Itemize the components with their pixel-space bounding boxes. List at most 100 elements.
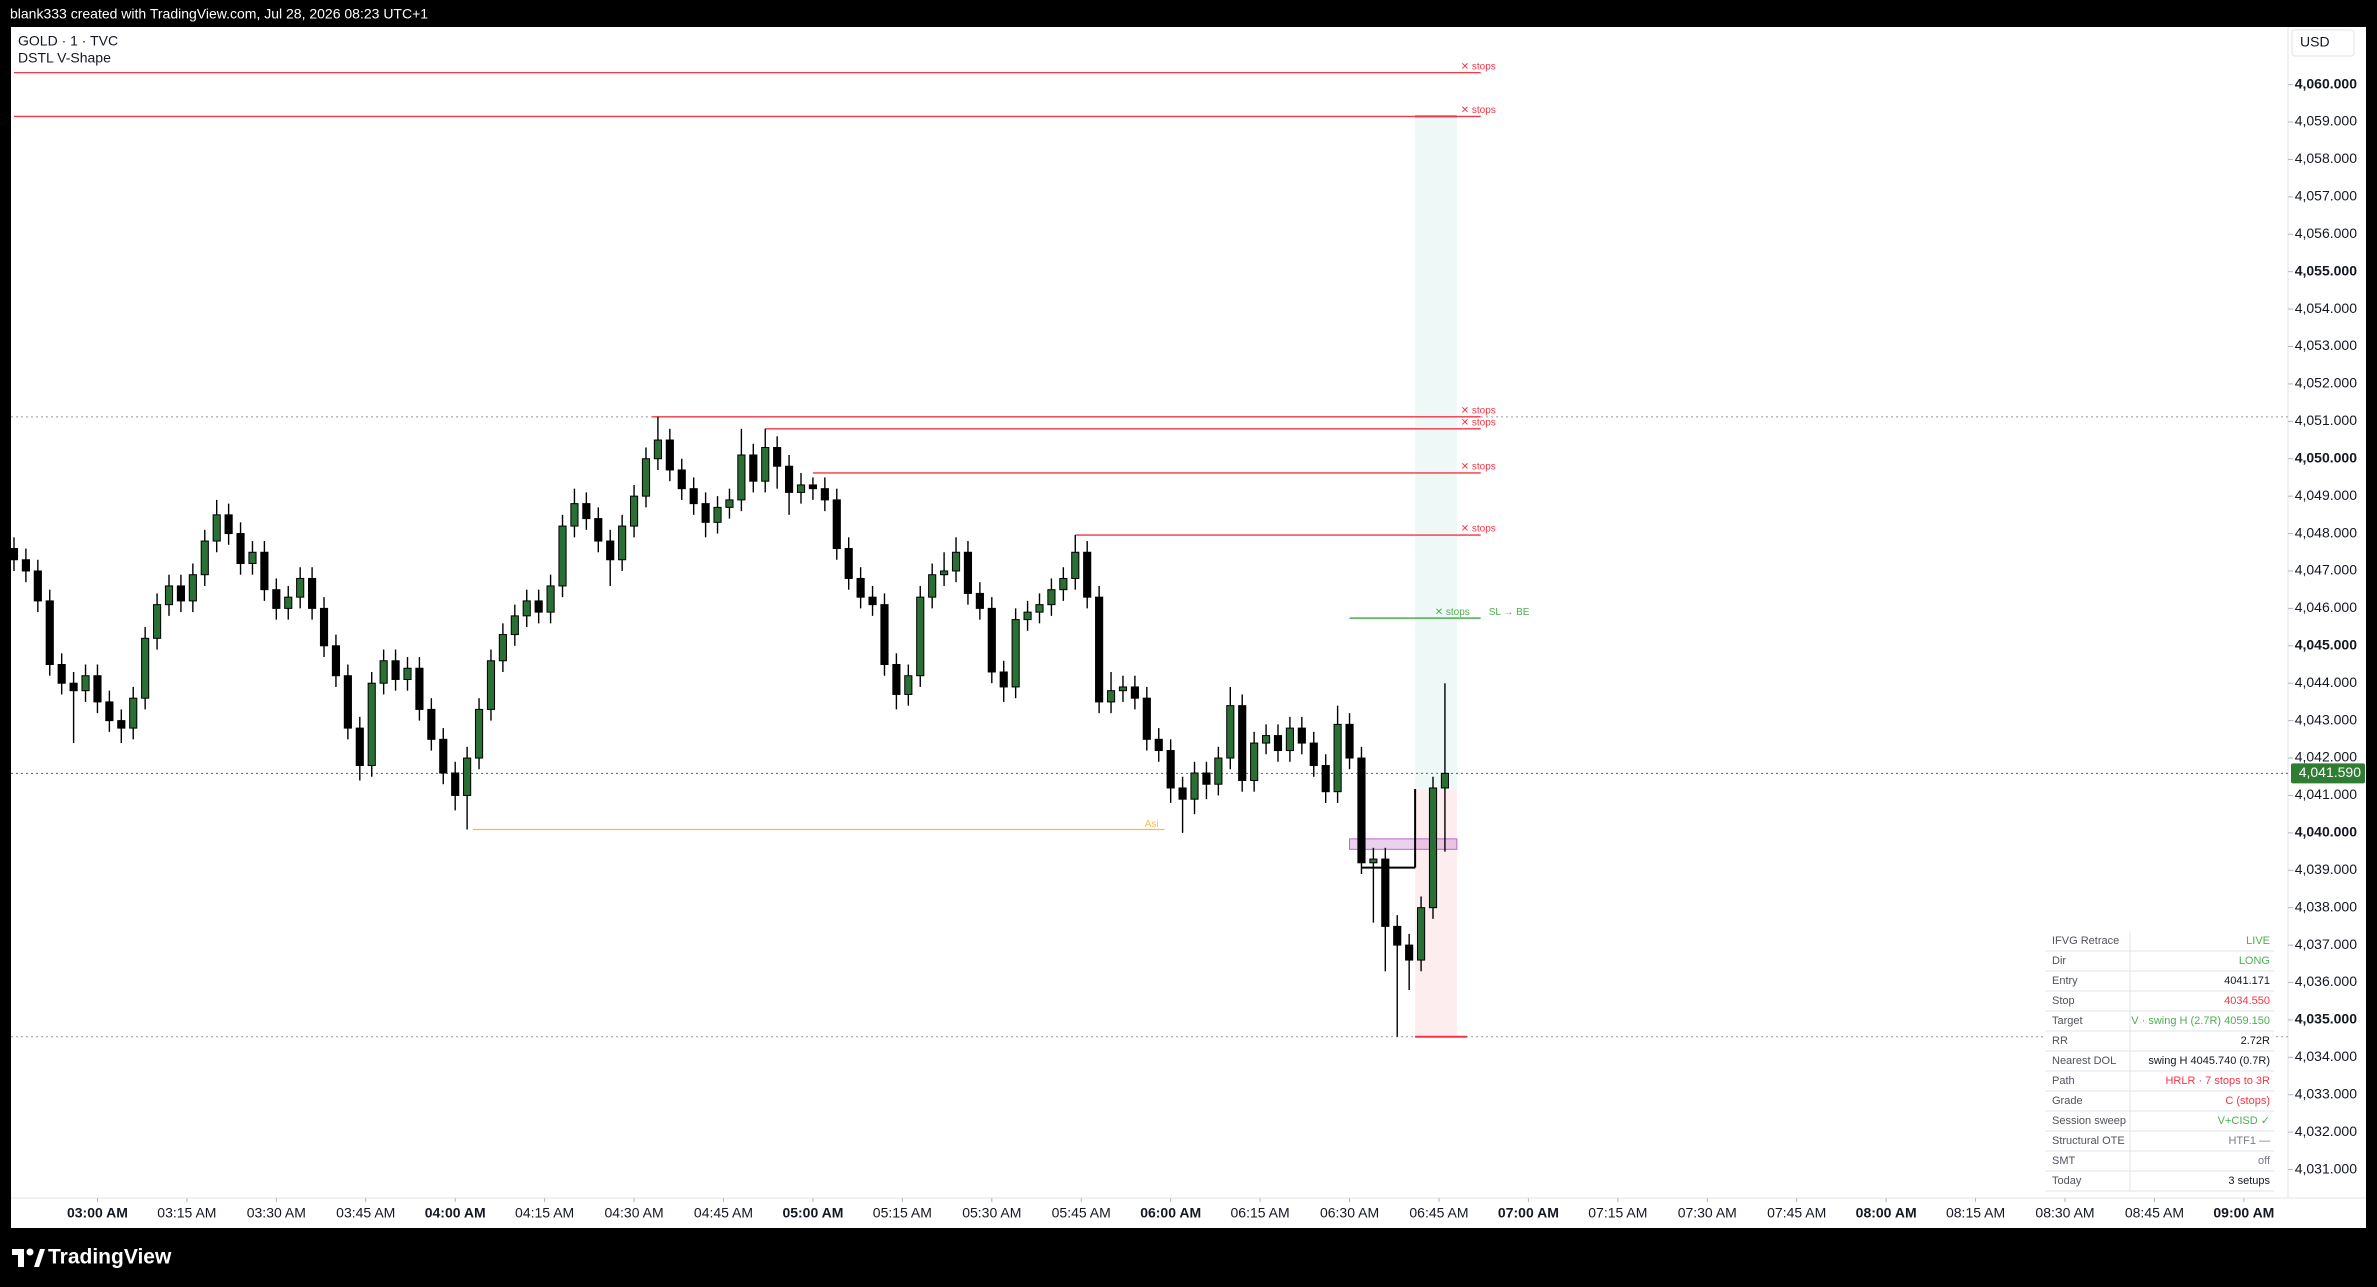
- candle-body: [975, 592, 984, 609]
- y-tick-label: 4,038.000: [2295, 898, 2357, 914]
- table-label: RR: [2052, 1035, 2068, 1047]
- currency[interactable]: USD: [2300, 34, 2330, 50]
- candle-body: [844, 548, 853, 579]
- candle-body: [1214, 757, 1223, 785]
- y-tick-label: 4,034.000: [2295, 1048, 2357, 1064]
- candle-body: [665, 439, 674, 471]
- y-tick-label: 4,058.000: [2295, 150, 2357, 166]
- table-value: 4034.550: [2224, 995, 2270, 1007]
- table-label: Session sweep: [2052, 1115, 2126, 1127]
- y-tick-label: 4,049.000: [2295, 487, 2357, 503]
- candle-body: [319, 607, 329, 647]
- candle-body: [451, 772, 460, 796]
- candle-body: [940, 570, 949, 576]
- stop-level-label: ✕ stops: [1461, 462, 1496, 473]
- last-price-label: 4,041.590: [2299, 764, 2361, 780]
- candle-body: [820, 488, 829, 501]
- be-level-label: ✕ stops: [1435, 607, 1470, 618]
- candle-body: [57, 664, 66, 684]
- candle-body: [582, 503, 591, 520]
- y-tick-label: 4,044.000: [2295, 674, 2357, 690]
- y-tick-label: 4,048.000: [2295, 524, 2357, 540]
- y-tick-label: 4,050.000: [2295, 449, 2357, 465]
- candle-body: [1369, 858, 1378, 864]
- table-value: 2.72R: [2241, 1035, 2270, 1047]
- candle-body: [284, 596, 293, 609]
- candle-body: [81, 675, 90, 692]
- candle-body: [45, 600, 54, 666]
- symbol: GOLD · 1 · TVC: [18, 33, 118, 49]
- candle-body: [1095, 596, 1104, 703]
- candle-body: [892, 664, 901, 695]
- y-tick-label: 4,054.000: [2295, 300, 2357, 316]
- table-value: HTF1 —: [2228, 1135, 2270, 1147]
- stop-level-label: ✕ stops: [1461, 524, 1496, 535]
- candle-body: [928, 574, 937, 598]
- table-value: 3 setups: [2228, 1175, 2270, 1187]
- y-tick-label: 4,035.000: [2295, 1011, 2357, 1027]
- stop-level-label: ✕ stops: [1461, 61, 1496, 72]
- candle-body: [355, 727, 364, 767]
- x-tick-label: 05:00 AM: [782, 1205, 843, 1221]
- x-tick-label: 06:15 AM: [1231, 1205, 1290, 1221]
- table-value: C (stops): [2225, 1095, 2270, 1107]
- candle-body: [379, 660, 388, 684]
- candle-body: [105, 701, 114, 722]
- stop-level-label: ✕ stops: [1461, 417, 1496, 428]
- candle-body: [796, 484, 806, 493]
- logo-part: [18, 1249, 24, 1267]
- candle-body: [272, 589, 281, 609]
- table-value: off: [2258, 1155, 2271, 1167]
- y-tick-label: 4,045.000: [2295, 636, 2357, 652]
- candle-body: [498, 634, 507, 662]
- candle-body: [1417, 907, 1426, 961]
- x-tick-label: 07:15 AM: [1588, 1205, 1647, 1221]
- y-tick-label: 4,046.000: [2295, 599, 2357, 615]
- x-tick-label: 05:45 AM: [1052, 1205, 1111, 1221]
- x-tick-label: 08:45 AM: [2125, 1205, 2184, 1221]
- candle-body: [164, 585, 174, 606]
- panel: [11, 27, 2366, 1228]
- candle-body: [1333, 723, 1342, 793]
- candle-body: [93, 675, 102, 703]
- candle-body: [1261, 735, 1271, 744]
- candle-body: [737, 454, 746, 501]
- candle-body: [916, 596, 925, 677]
- table-label: Structural OTE: [2052, 1135, 2125, 1147]
- candle-body: [510, 615, 519, 636]
- candle-body: [1285, 727, 1294, 752]
- candle-body: [641, 458, 651, 497]
- candle-body: [33, 570, 42, 602]
- candle-body: [1202, 772, 1211, 785]
- y-tick-label: 4,040.000: [2295, 824, 2357, 840]
- candle-body: [606, 540, 615, 561]
- table-value: HRLR · 7 stops to 3R: [2165, 1075, 2270, 1087]
- candle-body: [224, 514, 233, 535]
- candle-body: [522, 600, 531, 617]
- y-tick-label: 4,056.000: [2295, 225, 2357, 241]
- candle-body: [1178, 787, 1187, 800]
- y-tick-label: 4,051.000: [2295, 412, 2357, 428]
- stop-level-label: ✕ stops: [1461, 105, 1496, 116]
- candle-body: [236, 533, 245, 564]
- currency-box[interactable]: [2291, 29, 2355, 57]
- candle-body: [367, 682, 376, 767]
- table-value: V+CISD ✓: [2218, 1115, 2270, 1127]
- x-tick-label: 06:45 AM: [1409, 1205, 1468, 1221]
- candle-body: [141, 637, 150, 699]
- x-tick-label: 09:00 AM: [2213, 1205, 2274, 1221]
- candle-body: [486, 660, 496, 710]
- candle-body: [963, 551, 973, 594]
- candle-body: [856, 577, 865, 598]
- candle-body: [1357, 757, 1366, 864]
- candle-body: [534, 600, 543, 613]
- candle-body: [331, 645, 341, 677]
- x-tick-label: 03:15 AM: [157, 1205, 216, 1221]
- candle-body: [1023, 611, 1032, 621]
- candle-body: [773, 447, 782, 467]
- candle-body: [1309, 742, 1318, 767]
- candle-body: [1226, 705, 1235, 759]
- candle-body: [1047, 589, 1056, 606]
